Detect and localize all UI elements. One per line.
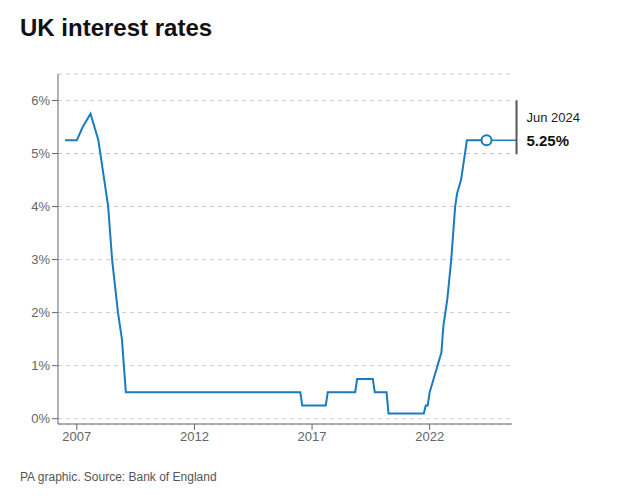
svg-text:3%: 3%	[31, 252, 50, 267]
svg-text:5%: 5%	[31, 146, 50, 161]
svg-text:2022: 2022	[415, 429, 444, 444]
svg-text:4%: 4%	[31, 199, 50, 214]
svg-text:0%: 0%	[31, 411, 50, 426]
svg-text:5.25%: 5.25%	[527, 132, 570, 149]
svg-text:6%: 6%	[31, 93, 50, 108]
html-text:PA graphic. Source: Bank of En: PA graphic. Source: Bank of England	[20, 470, 217, 484]
html-text:UK interest rates: UK interest rates	[20, 14, 213, 41]
svg-text:2017: 2017	[298, 429, 327, 444]
svg-text:2007: 2007	[62, 429, 91, 444]
svg-text:1%: 1%	[31, 358, 50, 373]
svg-text:Jun 2024: Jun 2024	[527, 110, 581, 125]
svg-text:2012: 2012	[180, 429, 209, 444]
svg-text:2%: 2%	[31, 305, 50, 320]
